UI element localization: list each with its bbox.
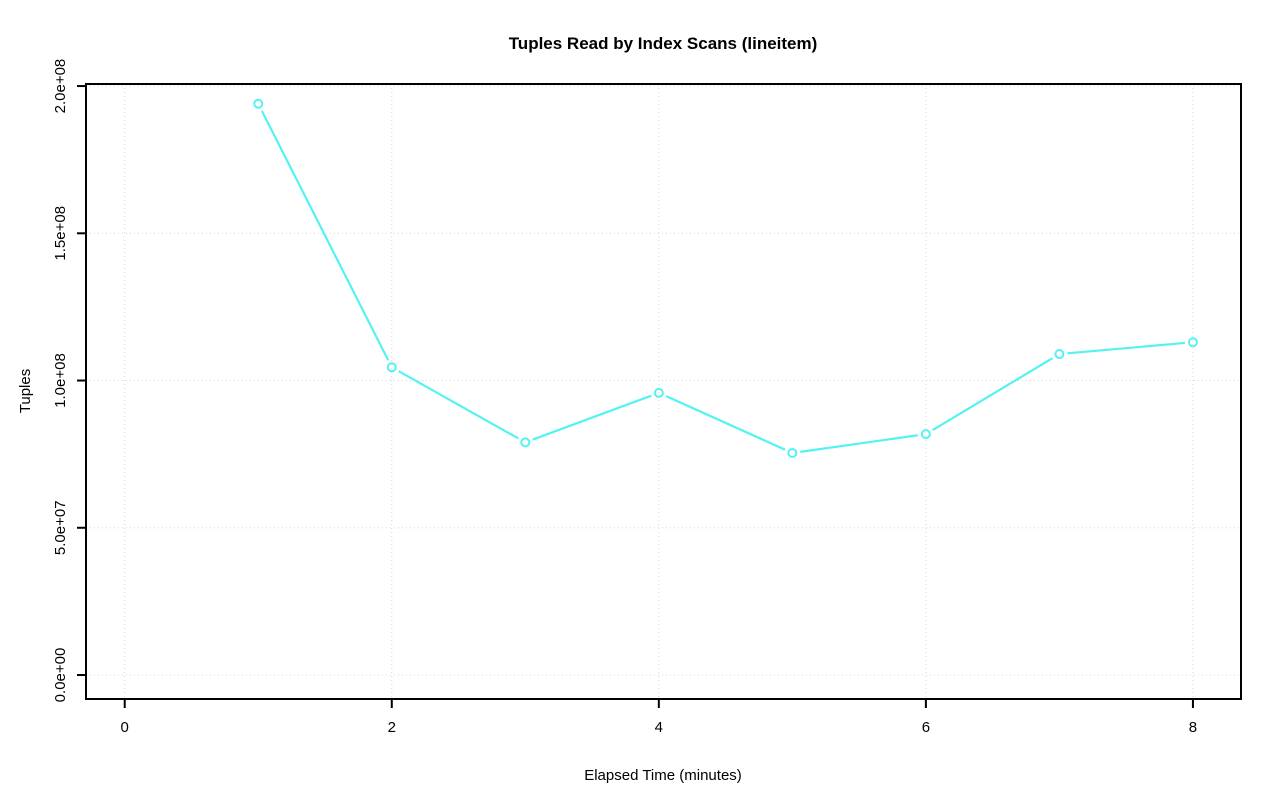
y-tick-label: 2.0e+08 (52, 59, 69, 114)
data-point-marker (920, 429, 931, 440)
series-line-segment (398, 370, 519, 440)
x-axis-label: Elapsed Time (minutes) (584, 767, 742, 784)
x-tick-label: 0 (121, 719, 129, 736)
series-line-segment (1067, 341, 1186, 355)
y-tick-label: 0.0e+00 (52, 648, 69, 703)
data-point-marker (1187, 337, 1198, 348)
x-tick-label: 8 (1189, 719, 1197, 736)
axes-layer: 0 2 4 6 8 0.0e+00 5.0e+07 1.0e+08 1.5e+08 2.0e+08 (52, 59, 1242, 736)
series-line-segment (800, 434, 919, 453)
series-line-segment (260, 110, 390, 361)
series-line-segment (932, 357, 1054, 431)
data-point-marker (653, 387, 664, 398)
x-tick-label: 2 (388, 719, 396, 736)
y-axis-label: Tuples (17, 369, 34, 413)
series-line-segment (532, 394, 652, 441)
x-tick-label: 4 (655, 719, 663, 736)
data-point-marker (1054, 349, 1065, 360)
plot-box (85, 83, 1242, 700)
x-tick-label: 6 (922, 719, 930, 736)
data-point-marker (787, 447, 798, 458)
y-tick-label: 1.0e+08 (52, 353, 69, 408)
grid-layer (86, 84, 1241, 699)
chart-title: Tuples Read by Index Scans (lineitem) (509, 34, 818, 53)
y-tick-label: 1.5e+08 (52, 206, 69, 261)
series-layer (253, 98, 1198, 458)
data-point-marker (253, 98, 264, 109)
data-point-marker (386, 362, 397, 373)
y-tick-label: 5.0e+07 (52, 500, 69, 555)
data-point-marker (520, 437, 531, 448)
series-line-segment (665, 395, 786, 451)
